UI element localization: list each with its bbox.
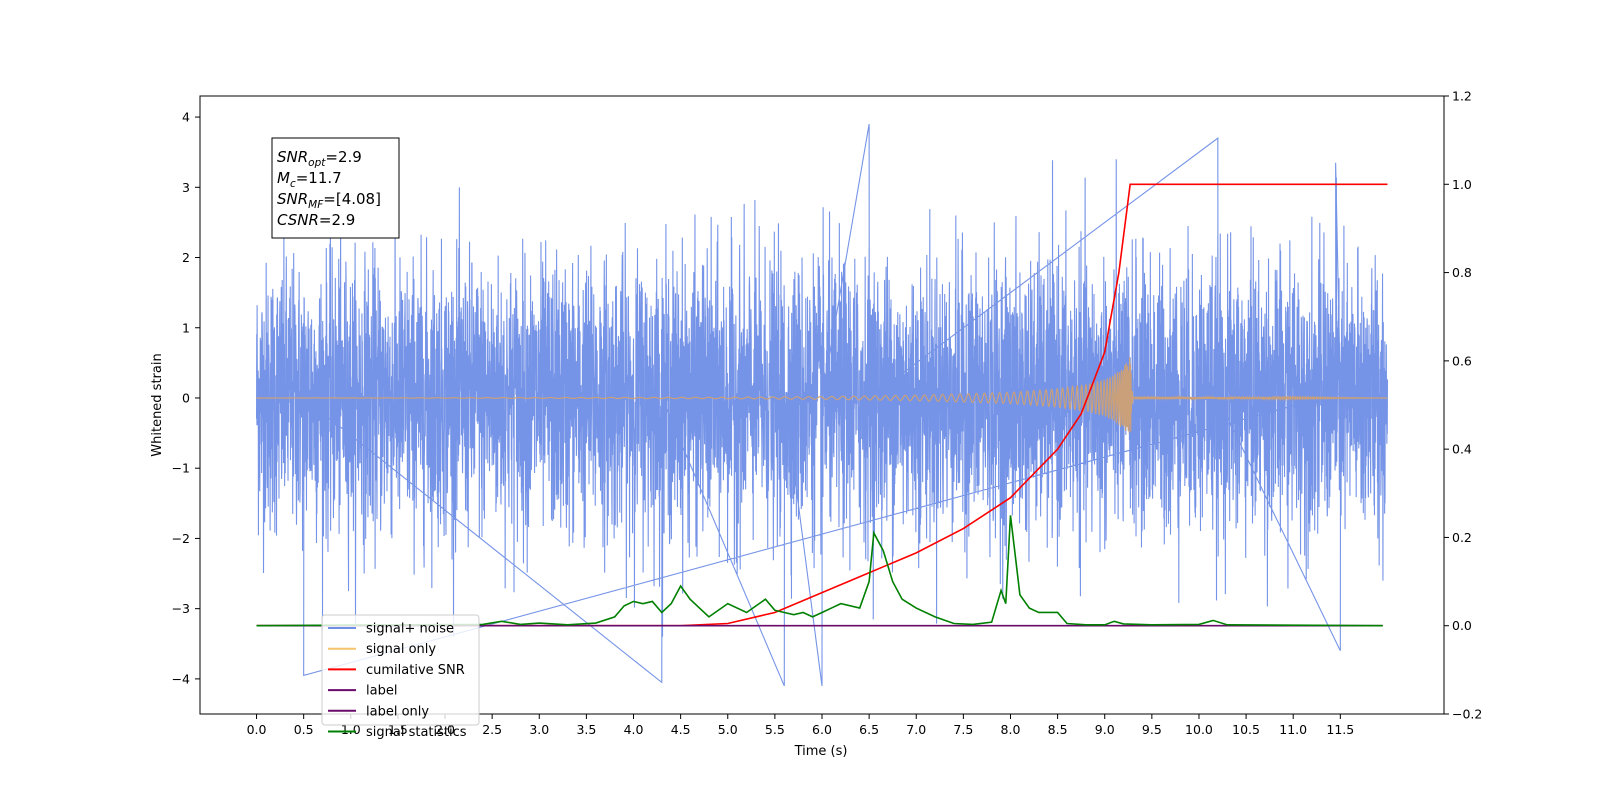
x-tick-label: 3.5 bbox=[576, 722, 596, 737]
y2-tick-label: 0.0 bbox=[1452, 618, 1472, 633]
legend-entry: label only bbox=[366, 704, 429, 719]
x-tick-label: 6.5 bbox=[859, 722, 879, 737]
x-tick-label: 10.5 bbox=[1232, 722, 1260, 737]
info-line-subscript: c bbox=[290, 178, 296, 190]
x-tick-label: 11.5 bbox=[1326, 722, 1354, 737]
x-tick-label: 8.5 bbox=[1048, 722, 1068, 737]
info-line: SNRMF=[4.08] bbox=[277, 190, 381, 211]
info-line-value: =11.7 bbox=[296, 169, 342, 187]
x-tick-label: 7.0 bbox=[906, 722, 926, 737]
y2-tick-label: 1.0 bbox=[1452, 177, 1472, 192]
legend: signal+ noise signal only cumilative SNR la… bbox=[321, 614, 480, 740]
x-tick-label: 5.0 bbox=[718, 722, 738, 737]
y-tick-label: 2 bbox=[182, 250, 190, 265]
y-axis-right: 1.2 1.0 0.8 0.6 0.4 0.2 0.0 −0.2 bbox=[1444, 89, 1482, 722]
x-tick-label: 5.5 bbox=[765, 722, 785, 737]
series-cumilative-snr bbox=[256, 183, 1388, 627]
series-signal-statistics bbox=[256, 515, 1383, 627]
y-tick-label: 3 bbox=[182, 180, 190, 195]
x-axis: 0.0 0.5 1.0 1.5 2.0 2.5 3.0 3.5 4.0 4.5 5.0 5.5 6.0 6… bbox=[247, 714, 1354, 737]
info-line-subscript: MF bbox=[308, 199, 324, 211]
info-line-value: =2.9 bbox=[325, 148, 361, 166]
y-tick-label: 1 bbox=[182, 320, 190, 335]
x-tick-label: 0.5 bbox=[294, 722, 314, 737]
y-tick-label: −2 bbox=[172, 531, 190, 546]
legend-entry: signal statistics bbox=[366, 725, 467, 740]
x-tick-label: 4.0 bbox=[624, 722, 644, 737]
legend-frame bbox=[321, 614, 480, 726]
y-axis-left: 4 3 2 1 0 −1 −2 −3 −4 bbox=[172, 110, 200, 686]
y-tick-label: −1 bbox=[172, 461, 190, 476]
y-tick-label: 0 bbox=[182, 390, 190, 405]
x-tick-label: 1.5 bbox=[388, 722, 408, 737]
y2-tick-label: 1.2 bbox=[1452, 89, 1472, 104]
y2-tick-label: 0.2 bbox=[1452, 530, 1472, 545]
info-line-value: =[4.08] bbox=[323, 190, 381, 208]
x-tick-label: 10.0 bbox=[1185, 722, 1213, 737]
x-tick-label: 2.5 bbox=[482, 722, 502, 737]
plot-area bbox=[256, 123, 1389, 687]
info-line: SNRopt=2.9 bbox=[277, 148, 362, 169]
x-tick-label: 1.0 bbox=[341, 722, 361, 737]
info-line-value: =2.9 bbox=[319, 211, 355, 229]
series-signal-plus-noise bbox=[256, 123, 1389, 687]
legend-entry: cumilative SNR bbox=[366, 663, 465, 678]
info-line-label: CSNR bbox=[277, 211, 319, 229]
x-tick-label: 9.5 bbox=[1142, 722, 1162, 737]
x-tick-label: 2.0 bbox=[435, 722, 455, 737]
y2-tick-label: −0.2 bbox=[1452, 707, 1482, 722]
series-signal-only bbox=[256, 357, 1388, 433]
x-tick-label: 7.5 bbox=[953, 722, 973, 737]
x-tick-label: 4.5 bbox=[671, 722, 691, 737]
y2-tick-label: 0.6 bbox=[1452, 353, 1472, 368]
y-tick-label: −3 bbox=[172, 601, 190, 616]
legend-entry: signal only bbox=[366, 642, 436, 657]
x-tick-label: 9.0 bbox=[1095, 722, 1115, 737]
info-line: CSNR=2.9 bbox=[277, 211, 355, 229]
info-line-label: M bbox=[277, 169, 290, 187]
info-line: Mc=11.7 bbox=[277, 169, 342, 190]
info-line-subscript: opt bbox=[308, 157, 326, 169]
legend-entry: signal+ noise bbox=[366, 622, 454, 637]
x-tick-label: 3.0 bbox=[529, 722, 549, 737]
info-box-frame bbox=[271, 137, 400, 239]
x-tick-label: 6.0 bbox=[812, 722, 832, 737]
x-axis-label: Time (s) bbox=[794, 744, 848, 759]
y2-tick-label: 0.4 bbox=[1452, 442, 1472, 457]
y2-tick-label: 0.8 bbox=[1452, 265, 1472, 280]
x-tick-label: 8.0 bbox=[1001, 722, 1021, 737]
y-tick-label: 4 bbox=[182, 110, 190, 125]
x-tick-label: 11.0 bbox=[1279, 722, 1307, 737]
x-tick-label: 0.0 bbox=[247, 722, 267, 737]
y-axis-label: Whitened strain bbox=[150, 353, 165, 456]
y-tick-label: −4 bbox=[172, 671, 190, 686]
info-line-label: SNR bbox=[277, 148, 308, 166]
info-line-label: SNR bbox=[277, 190, 308, 208]
legend-entry: label bbox=[366, 684, 397, 699]
